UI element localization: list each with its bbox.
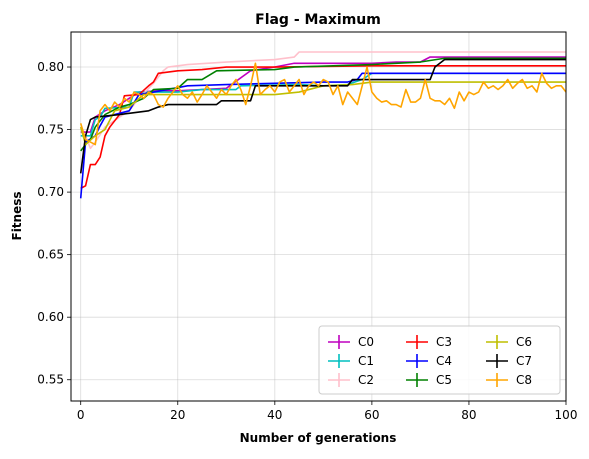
- series-line-c8: [79, 62, 566, 146]
- legend-label: C4: [436, 354, 452, 368]
- x-tick-label: 20: [170, 408, 185, 422]
- legend-label: C3: [436, 335, 452, 349]
- y-tick-label: 0.70: [37, 185, 64, 199]
- legend: C0 C1 C2 C3 C4 C5 C6 C7 C8: [318, 325, 561, 395]
- x-tick-label: 60: [364, 408, 379, 422]
- legend-item-c1: C1: [328, 354, 374, 368]
- x-axis-label: Number of generations: [240, 431, 397, 445]
- y-axis-label: Fitness: [10, 191, 24, 240]
- legend-item-c8: C8: [486, 373, 532, 387]
- legend-item-c2: C2: [328, 373, 374, 387]
- legend-label: C8: [516, 373, 532, 387]
- series-line-c7: [79, 58, 566, 174]
- legend-item-c0: C0: [328, 335, 374, 349]
- y-tick-label: 0.65: [37, 248, 64, 262]
- y-tick-label: 0.55: [37, 373, 64, 387]
- legend-item-c6: C6: [486, 335, 532, 349]
- x-tick-label: 100: [555, 408, 578, 422]
- series-line-c3: [80, 64, 566, 190]
- series-line-c4: [79, 72, 566, 199]
- series-lines: [79, 51, 566, 199]
- x-tick-label: 40: [267, 408, 282, 422]
- legend-label: C7: [516, 354, 532, 368]
- x-tick-label: 80: [461, 408, 476, 422]
- series-line-c2: [79, 51, 566, 174]
- legend-box: [318, 325, 561, 395]
- legend-item-c5: C5: [406, 373, 452, 387]
- legend-label: C0: [358, 335, 374, 349]
- plot-frame: [70, 31, 567, 402]
- legend-label: C6: [516, 335, 532, 349]
- chart-title: Flag - Maximum: [255, 12, 381, 28]
- legend-label: C1: [358, 354, 374, 368]
- y-tick-label: 0.75: [37, 123, 64, 137]
- legend-label: C2: [358, 373, 374, 387]
- y-tick-label: 0.60: [37, 310, 64, 324]
- x-tick-label: 0: [77, 408, 85, 422]
- legend-item-c7: C7: [486, 354, 532, 368]
- legend-item-c3: C3: [406, 335, 452, 349]
- y-tick-label: 0.80: [37, 60, 64, 74]
- series-line-c5: [80, 57, 566, 152]
- legend-label: C5: [436, 373, 452, 387]
- legend-item-c4: C4: [406, 354, 452, 368]
- axis-ticks: 0 20 40 60 80 100 0.55 0.60 0.65 0.70 0.75 0.80: [37, 60, 577, 422]
